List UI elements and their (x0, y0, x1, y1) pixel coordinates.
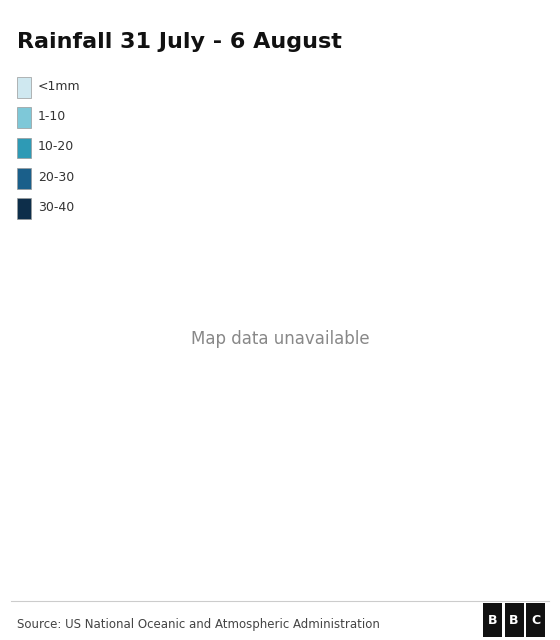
Text: B: B (510, 614, 519, 627)
Text: 10-20: 10-20 (38, 140, 74, 154)
Text: <1mm: <1mm (38, 79, 81, 93)
Bar (17, 138, 31, 158)
Bar (526, 604, 545, 637)
Bar (17, 107, 31, 128)
Bar (505, 604, 524, 637)
Text: 1-10: 1-10 (38, 110, 66, 123)
Text: 30-40: 30-40 (38, 201, 74, 214)
Bar (17, 77, 31, 97)
Text: Map data unavailable: Map data unavailable (191, 330, 369, 348)
Text: C: C (531, 614, 540, 627)
Text: Rainfall 31 July - 6 August: Rainfall 31 July - 6 August (17, 32, 342, 52)
Text: Source: US National Oceanic and Atmospheric Administration: Source: US National Oceanic and Atmosphe… (17, 618, 380, 630)
Bar (483, 604, 502, 637)
Text: 20-30: 20-30 (38, 171, 74, 184)
Text: B: B (488, 614, 497, 627)
Bar (17, 168, 31, 189)
Bar (17, 198, 31, 219)
